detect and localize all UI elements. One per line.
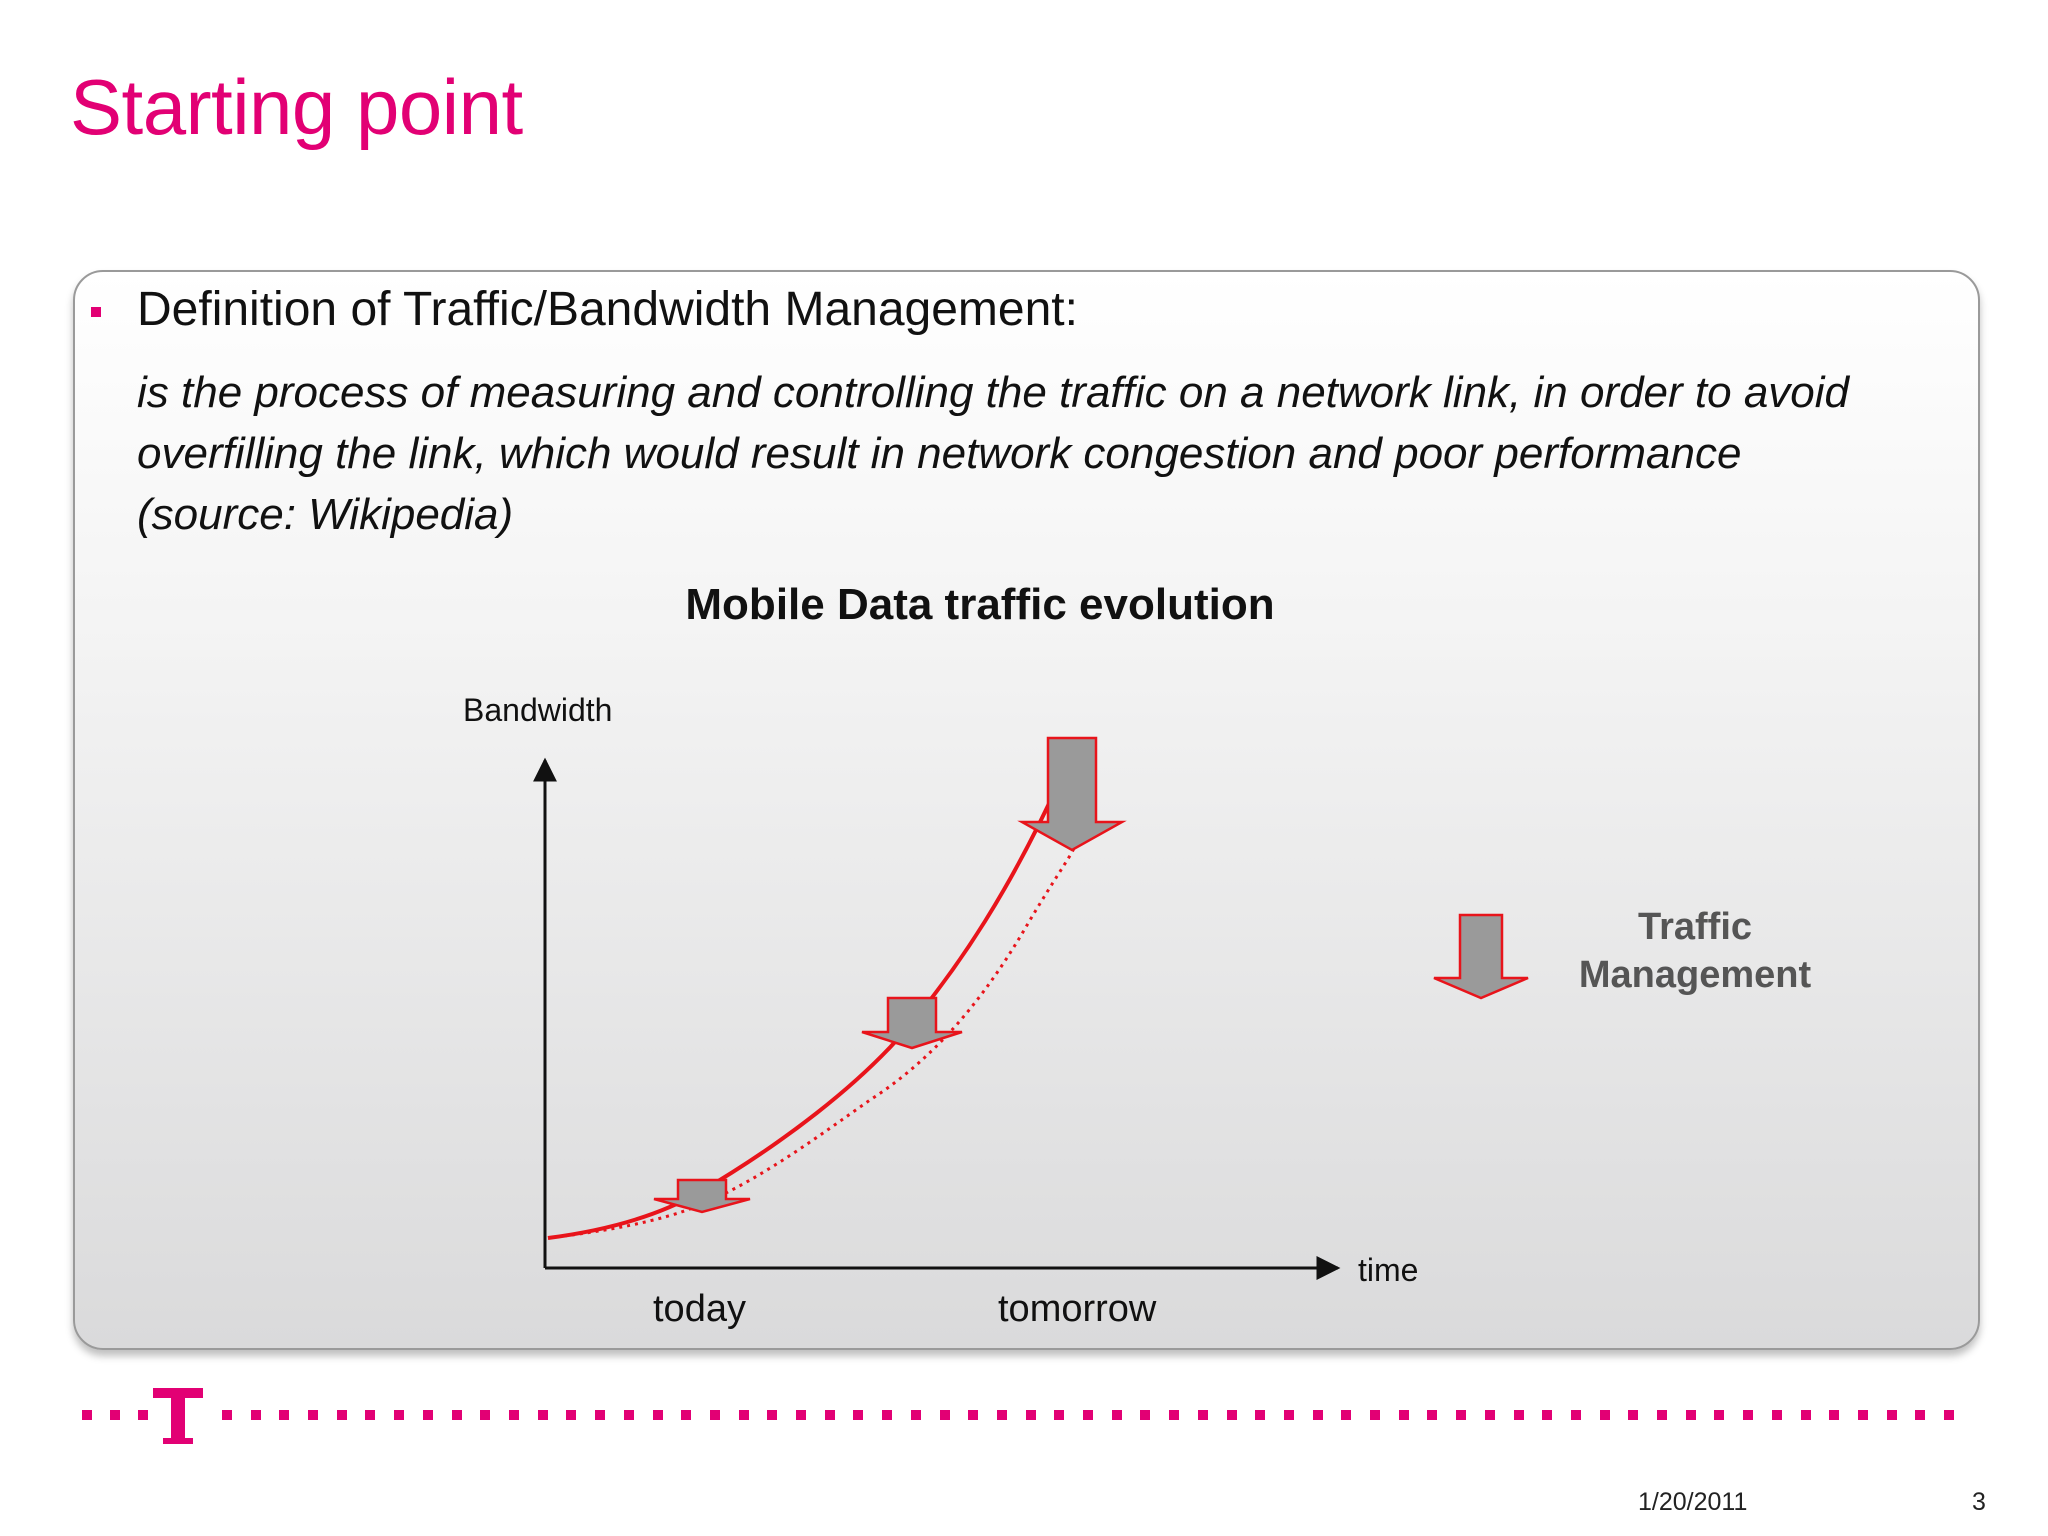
footer-dot	[1944, 1410, 1954, 1420]
footer-dot	[1284, 1410, 1294, 1420]
footer-dot	[1255, 1410, 1265, 1420]
footer-dots	[222, 1410, 1954, 1420]
traffic-demand-curve	[547, 779, 1062, 1240]
footer-dot	[423, 1410, 433, 1420]
traffic-arrow-mid	[861, 996, 963, 1050]
definition-line-2: overfilling the link, which would result…	[137, 429, 1742, 478]
footer-dot	[1083, 1410, 1093, 1420]
footer-dot	[1370, 1410, 1380, 1420]
footer-dot	[1313, 1410, 1323, 1420]
footer-dot	[1456, 1410, 1466, 1420]
footer-dot	[509, 1410, 519, 1420]
footer-dot	[1542, 1410, 1552, 1420]
legend-label: Traffic Management	[1540, 903, 1850, 999]
definition-line-1: is the process of measuring and controll…	[137, 368, 1850, 417]
footer-dot	[251, 1410, 261, 1420]
footer-dot	[940, 1410, 950, 1420]
footer-dot	[279, 1410, 289, 1420]
footer-dot	[1427, 1410, 1437, 1420]
footer-dot	[308, 1410, 318, 1420]
footer-dot	[452, 1410, 462, 1420]
footer-dot	[566, 1410, 576, 1420]
x-tick-tomorrow: tomorrow	[998, 1288, 1157, 1330]
footer-dot	[1227, 1410, 1237, 1420]
footer-dot	[1026, 1410, 1036, 1420]
definition-text: is the process of measuring and controll…	[137, 362, 1967, 545]
footer-dot	[681, 1410, 691, 1420]
footer-dot	[222, 1410, 232, 1420]
traffic-arrow-tomorrow	[1017, 736, 1127, 852]
footer-dot	[337, 1410, 347, 1420]
footer-dot	[1686, 1410, 1696, 1420]
definition-line-3: (source: Wikipedia)	[137, 490, 514, 539]
y-axis-label: Bandwidth	[463, 692, 613, 728]
traffic-arrow-today	[653, 1178, 751, 1214]
footer-dot	[710, 1410, 720, 1420]
slide-title: Starting point	[70, 63, 523, 151]
footer-dot	[997, 1410, 1007, 1420]
footer-dot	[1198, 1410, 1208, 1420]
footer-dot	[911, 1410, 921, 1420]
footer-dot	[1140, 1410, 1150, 1420]
footer-dot	[1514, 1410, 1524, 1420]
footer-brand-line	[82, 1410, 148, 1420]
footer-dot	[1772, 1410, 1782, 1420]
footer-dot	[595, 1410, 605, 1420]
managed-traffic-curve	[547, 844, 1077, 1240]
x-tick-today: today	[653, 1288, 746, 1330]
x-axis-label: time	[1358, 1252, 1419, 1288]
footer-dot	[1829, 1410, 1839, 1420]
footer-dot	[1657, 1410, 1667, 1420]
footer-dot	[480, 1410, 490, 1420]
footer-dot	[1915, 1410, 1925, 1420]
traffic-management-legend-icon	[1433, 913, 1529, 1000]
footer-dot	[1714, 1410, 1724, 1420]
footer-dot	[1169, 1410, 1179, 1420]
footer-dot	[1571, 1410, 1581, 1420]
footer-dot	[739, 1410, 749, 1420]
definition-heading: Definition of Traffic/Bandwidth Manageme…	[137, 283, 1078, 336]
bullet-square-icon	[91, 307, 101, 317]
footer-dot	[1743, 1410, 1753, 1420]
footer-dot	[1112, 1410, 1122, 1420]
diagram-title: Mobile Data traffic evolution	[685, 580, 1275, 629]
legend-line-1: Traffic	[1637, 906, 1753, 948]
footer-dot	[968, 1410, 978, 1420]
footer-dot	[1858, 1410, 1868, 1420]
footer-dot	[825, 1410, 835, 1420]
footer-dot	[767, 1410, 777, 1420]
footer-dot	[1801, 1410, 1811, 1420]
footer-dot	[538, 1410, 548, 1420]
footer-dot	[394, 1410, 404, 1420]
footer-dot	[365, 1410, 375, 1420]
footer-date: 1/20/2011	[1638, 1488, 1748, 1516]
footer-dot	[1399, 1410, 1409, 1420]
footer-page-number: 3	[1972, 1488, 1986, 1516]
content-panel	[73, 270, 1980, 1350]
footer-dot	[1887, 1410, 1897, 1420]
footer-dot	[1341, 1410, 1351, 1420]
footer-dot	[853, 1410, 863, 1420]
footer-dot	[1600, 1410, 1610, 1420]
footer-dot	[796, 1410, 806, 1420]
footer-dot	[1628, 1410, 1638, 1420]
legend-line-2: Management	[1578, 954, 1812, 996]
footer-dot	[624, 1410, 634, 1420]
footer-dot	[1054, 1410, 1064, 1420]
footer-dot	[1485, 1410, 1495, 1420]
telekom-t-logo-icon	[153, 1388, 203, 1444]
footer-dot	[653, 1410, 663, 1420]
footer-dot	[882, 1410, 892, 1420]
